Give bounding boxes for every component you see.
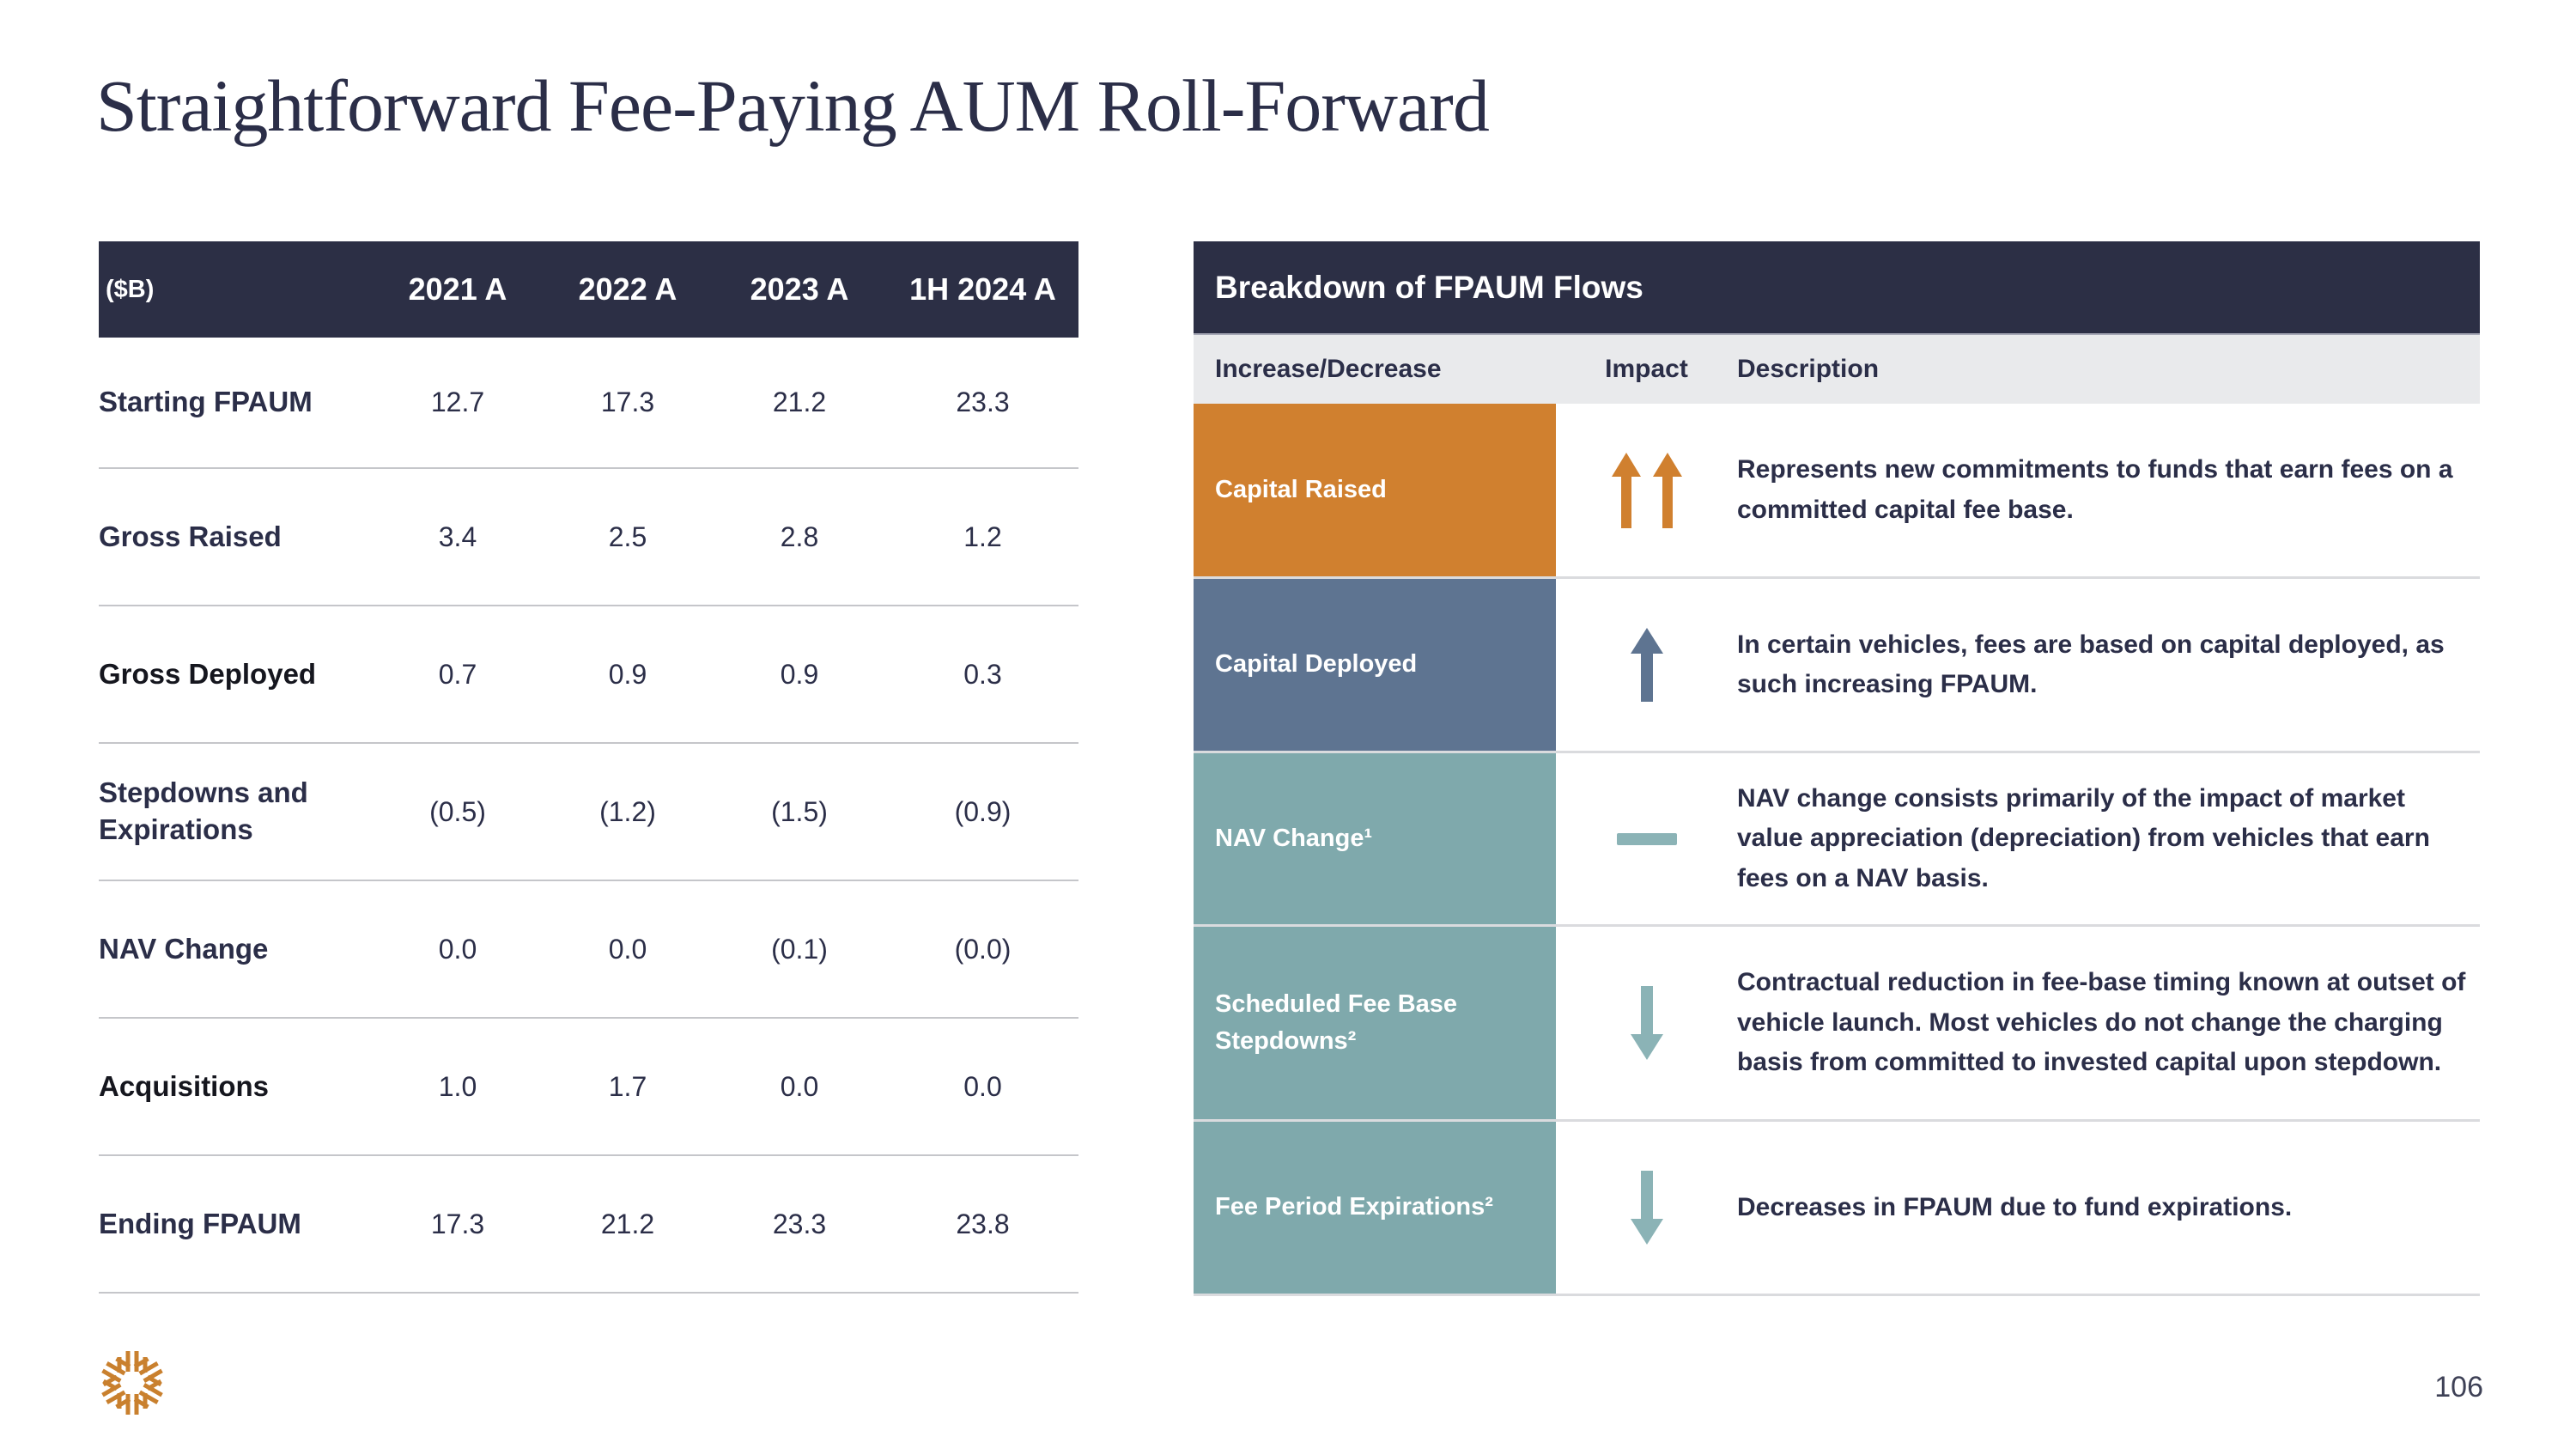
table-row-gross-deployed: Gross Deployed 0.7 0.9 0.9 0.3 [99, 606, 1078, 744]
hatch-starburst-logo-icon [101, 1351, 163, 1415]
cell-value: (0.0) [954, 933, 1012, 965]
fpaum-rollforward-table: ($B) 2021 A 2022 A 2023 A 1H 2024 A Star… [99, 241, 1078, 1294]
flow-description: In certain vehicles, fees are based on c… [1737, 630, 2445, 699]
impact-cell [1556, 927, 1737, 1119]
cell-value: 1.2 [963, 521, 1002, 552]
flow-description: Contractual reduction in fee-base timing… [1737, 968, 2466, 1077]
row-label: Ending FPAUM [99, 1207, 301, 1239]
flow-row-nav-change: NAV Change¹ NAV change consists primaril… [1194, 753, 2480, 927]
table-header-row: ($B) 2021 A 2022 A 2023 A 1H 2024 A [99, 241, 1078, 338]
cell-value: 23.8 [956, 1208, 1010, 1239]
column-header-description: Description [1737, 355, 1880, 383]
flows-subheader-row: Increase/Decrease Impact Description [1194, 335, 2480, 404]
up-arrow-icon [1630, 628, 1663, 702]
cell-value: 0.9 [608, 658, 647, 690]
row-label: Acquisitions [99, 1069, 270, 1102]
cell-value: (0.9) [954, 795, 1012, 827]
row-label: Gross Deployed [99, 657, 317, 690]
column-header-2021a: 2021 A [408, 271, 507, 307]
cell-value: 17.3 [600, 387, 655, 417]
unit-label: ($B) [106, 275, 155, 303]
cell-value: 1.0 [438, 1070, 477, 1102]
impact-cell [1556, 1122, 1737, 1294]
cell-value: 21.2 [772, 387, 827, 417]
cell-value: 0.9 [780, 658, 819, 690]
flow-label: Fee Period Expirations² [1194, 1122, 1556, 1294]
column-header-2023a: 2023 A [750, 271, 849, 307]
cell-value: 23.3 [956, 387, 1010, 417]
row-label: Starting FPAUM [99, 386, 313, 418]
cell-value: 0.0 [438, 933, 477, 965]
cell-value: (1.2) [599, 795, 656, 827]
cell-value: 23.3 [772, 1208, 827, 1239]
fpaum-flows-panel: Breakdown of FPAUM Flows Increase/Decrea… [1194, 241, 2480, 1296]
cell-value: 1.7 [608, 1070, 647, 1102]
cell-value: 21.2 [600, 1208, 655, 1239]
flow-row-scheduled-fee-base-stepdowns: Scheduled Fee Base Stepdowns² Contractua… [1194, 927, 2480, 1122]
cell-value: 17.3 [430, 1208, 485, 1239]
cell-value: (1.5) [771, 795, 828, 827]
flow-label: Scheduled Fee Base Stepdowns² [1194, 927, 1556, 1119]
table-row-acquisitions: Acquisitions 1.0 1.7 0.0 0.0 [99, 1019, 1078, 1156]
column-header-1h2024a: 1H 2024 A [909, 271, 1056, 307]
flow-label: NAV Change¹ [1194, 753, 1556, 924]
flow-label: Capital Deployed [1194, 579, 1556, 751]
cell-value: 2.8 [780, 521, 819, 552]
flow-label: Capital Raised [1194, 404, 1556, 576]
page-title: Straightforward Fee-Paying AUM Roll-Forw… [96, 64, 1490, 147]
impact-cell [1556, 579, 1737, 751]
cell-value: 3.4 [438, 521, 477, 552]
cell-value: 0.0 [780, 1070, 819, 1102]
cell-value: 0.0 [608, 933, 647, 965]
table-row-stepdowns-expirations: Stepdowns and Expirations (0.5) (1.2) (1… [99, 744, 1078, 881]
flow-row-capital-raised: Capital Raised Represents new commitment… [1194, 404, 2480, 579]
flow-description: NAV change consists primarily of the imp… [1737, 783, 2430, 892]
column-header-impact: Impact [1605, 355, 1688, 383]
cell-value: 2.5 [608, 521, 647, 552]
flow-description: Represents new commitments to funds that… [1737, 455, 2453, 524]
cell-value: (0.1) [771, 933, 828, 965]
cell-value: 0.7 [438, 658, 477, 690]
cell-value: 0.0 [963, 1070, 1002, 1102]
flow-description: Decreases in FPAUM due to fund expiratio… [1737, 1192, 2293, 1221]
cell-value: 0.3 [963, 658, 1002, 690]
table-row-ending-fpaum: Ending FPAUM 17.3 21.2 23.3 23.8 [99, 1156, 1078, 1294]
panel-title: Breakdown of FPAUM Flows [1194, 241, 2480, 335]
row-label: Gross Raised [99, 520, 282, 552]
table-row-starting-fpaum: Starting FPAUM 12.7 17.3 21.2 23.3 [99, 338, 1078, 469]
row-label: NAV Change [99, 932, 269, 965]
flow-row-fee-period-expirations: Fee Period Expirations² Decreases in FPA… [1194, 1122, 2480, 1296]
double-up-arrow-icon [1611, 452, 1682, 528]
impact-cell [1556, 404, 1737, 576]
dash-icon [1616, 832, 1677, 845]
cell-value: 12.7 [430, 387, 485, 417]
column-header-increase-decrease: Increase/Decrease [1215, 355, 1442, 383]
row-label: Stepdowns and Expirations [99, 776, 308, 845]
flow-row-capital-deployed: Capital Deployed In certain vehicles, fe… [1194, 579, 2480, 753]
down-arrow-icon [1630, 986, 1663, 1060]
impact-cell [1556, 753, 1737, 924]
cell-value: (0.5) [429, 795, 486, 827]
table-row-nav-change: NAV Change 0.0 0.0 (0.1) (0.0) [99, 881, 1078, 1019]
down-arrow-icon [1630, 1171, 1663, 1245]
page-number: 106 [2434, 1371, 2483, 1403]
table-row-gross-raised: Gross Raised 3.4 2.5 2.8 1.2 [99, 469, 1078, 606]
column-header-2022a: 2022 A [578, 271, 677, 307]
